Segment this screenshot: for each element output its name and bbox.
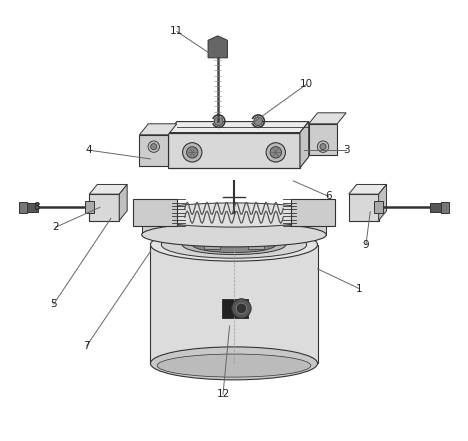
Circle shape [214, 117, 223, 126]
Text: 2: 2 [52, 222, 59, 232]
Circle shape [254, 117, 263, 126]
Polygon shape [309, 124, 337, 154]
Circle shape [187, 147, 198, 158]
Polygon shape [222, 299, 248, 318]
Polygon shape [300, 122, 309, 168]
Polygon shape [168, 133, 300, 168]
Polygon shape [168, 122, 309, 133]
Polygon shape [119, 184, 127, 220]
Polygon shape [89, 194, 119, 220]
Polygon shape [379, 184, 387, 220]
Polygon shape [349, 184, 387, 194]
Ellipse shape [161, 231, 307, 258]
Polygon shape [133, 199, 177, 226]
Text: 12: 12 [216, 389, 230, 399]
Circle shape [232, 299, 251, 318]
Circle shape [270, 147, 281, 158]
Text: 5: 5 [51, 299, 57, 309]
Ellipse shape [142, 223, 326, 247]
Circle shape [266, 143, 285, 162]
Circle shape [148, 141, 160, 152]
Polygon shape [208, 36, 227, 58]
Circle shape [317, 141, 329, 152]
Polygon shape [86, 201, 94, 213]
Text: 7: 7 [83, 341, 90, 351]
Polygon shape [139, 135, 168, 165]
Ellipse shape [182, 235, 286, 254]
Text: 3: 3 [343, 145, 350, 155]
Polygon shape [430, 203, 440, 212]
Ellipse shape [151, 347, 317, 380]
Polygon shape [139, 124, 177, 135]
Text: 6: 6 [325, 191, 332, 202]
Text: 9: 9 [363, 239, 369, 250]
Circle shape [320, 144, 326, 150]
Polygon shape [248, 241, 264, 249]
Polygon shape [291, 199, 335, 226]
Text: 11: 11 [170, 26, 183, 37]
Polygon shape [440, 202, 449, 213]
Polygon shape [309, 113, 346, 124]
Polygon shape [89, 184, 127, 194]
Ellipse shape [192, 237, 276, 253]
Text: 4: 4 [86, 145, 92, 155]
Polygon shape [151, 245, 317, 363]
Polygon shape [28, 203, 38, 212]
Text: 1: 1 [356, 284, 363, 294]
Circle shape [151, 144, 157, 150]
Circle shape [236, 303, 247, 314]
Ellipse shape [157, 354, 311, 377]
Ellipse shape [151, 228, 317, 261]
Polygon shape [19, 202, 28, 213]
Text: 10: 10 [300, 79, 313, 89]
Polygon shape [349, 194, 379, 220]
Circle shape [183, 143, 202, 162]
Text: 8: 8 [33, 202, 39, 212]
Polygon shape [142, 215, 326, 235]
Polygon shape [374, 201, 382, 213]
Polygon shape [204, 241, 220, 249]
Ellipse shape [142, 203, 326, 227]
